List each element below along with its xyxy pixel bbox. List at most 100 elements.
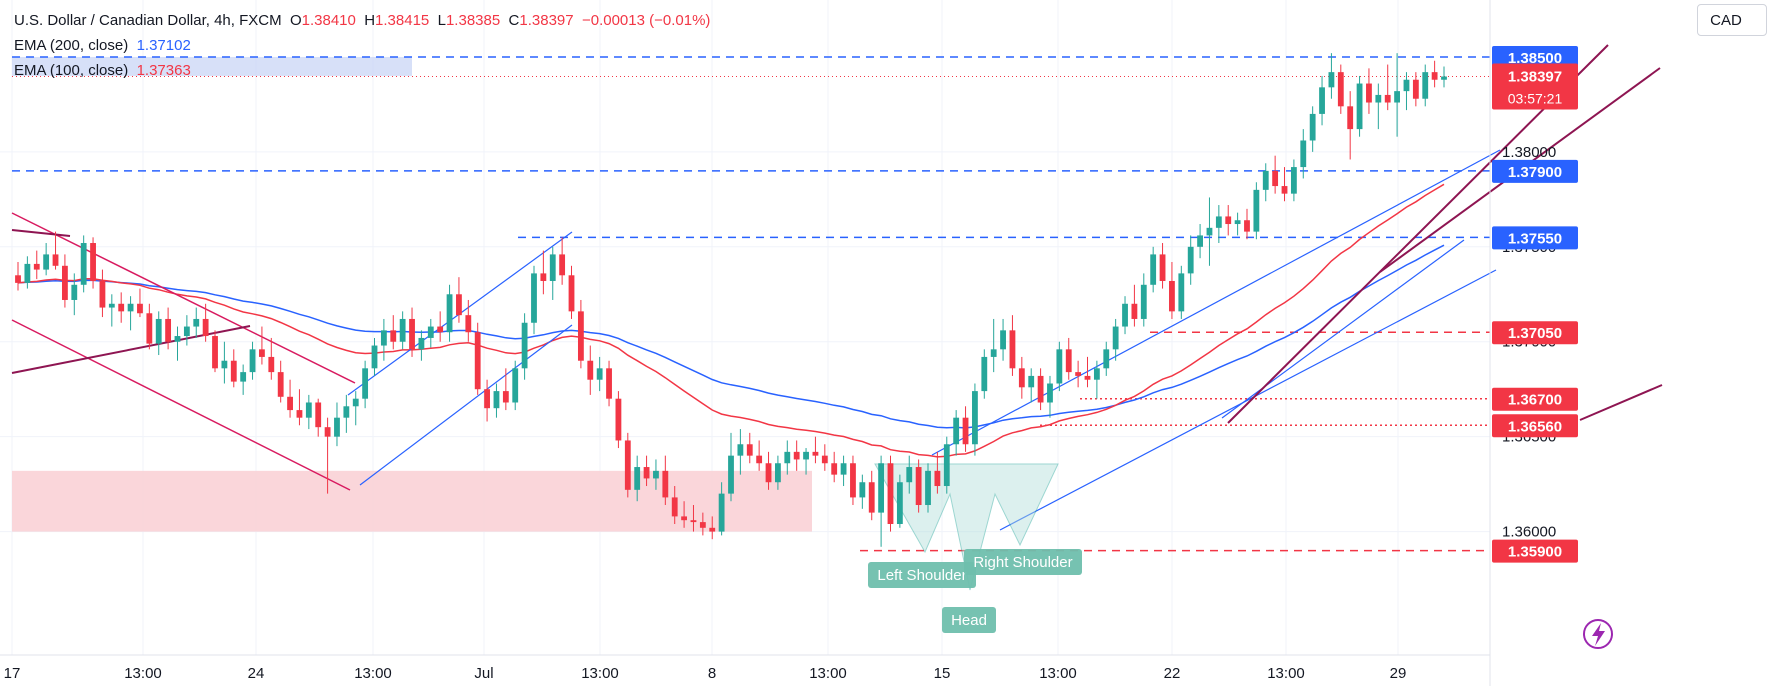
candle [362,360,369,409]
candle [1065,337,1072,380]
candle [155,311,162,356]
candle [1309,106,1316,152]
candle [1412,72,1419,107]
legend-ema200-label: EMA (200, close) [14,37,129,54]
candle [896,474,903,528]
x-tick-label: 29 [1390,665,1407,682]
x-tick-label: 8 [708,665,716,682]
currency-button[interactable]: CAD [1697,4,1767,36]
candle [1037,368,1044,411]
candle-body [1244,220,1250,232]
candle-body [1178,273,1185,312]
candle [409,307,415,357]
candle [634,455,641,502]
candle-body [662,470,669,498]
candle [728,432,734,502]
candle-body [24,263,31,283]
x-tick-label: 24 [248,665,265,682]
candle [577,299,584,369]
chart-legend: U.S. Dollar / Canadian Dollar, 4h, FXCM … [14,8,710,83]
candle-body [1103,349,1110,369]
pattern-labels: Left Shoulder Right Shoulder Head [868,549,1613,649]
candle-body [240,372,247,382]
candle [868,470,875,521]
candle [568,265,575,319]
candle [1431,60,1438,88]
candle [793,440,800,471]
candle [371,337,378,376]
current-price-tag: 1.38397 [1508,69,1562,86]
candle-body [568,275,575,312]
candle-body [1018,368,1025,388]
candle-body [1403,79,1410,92]
trend-lines [11,44,1663,531]
candle-body [259,349,265,357]
level-tag-bg [1492,321,1578,345]
upper-channel-short [1221,239,1465,419]
candle-body [427,326,434,338]
candle [1018,356,1025,399]
candle [690,505,697,532]
candle [531,265,537,335]
candle-body [793,451,800,460]
candle [1140,273,1147,327]
candle [887,455,894,532]
candle [521,313,528,380]
candle [606,360,612,407]
legend-ema200-row[interactable]: EMA (200, close) 1.37102 [14,33,710,58]
candle-body [334,417,340,437]
candle-body [681,516,688,521]
candle [108,294,115,327]
candle [1122,296,1128,335]
candle-body [390,330,397,342]
candle-body [193,318,200,327]
time-axis: 17 13:00 24 13:00 Jul 13:00 8 13:00 15 13:00 22 13:… [0,654,1490,682]
descending-channel-lower [11,319,351,491]
candle [878,455,885,547]
candle [1422,64,1429,107]
candle [746,432,753,464]
candle-body [1075,372,1082,376]
candle-body [643,467,650,479]
candle-body [906,467,913,483]
candle-body [1140,284,1147,319]
legend-l-value: 1.38385 [445,12,501,29]
candle [1056,341,1063,392]
candle-body [1122,303,1128,327]
candle [699,512,706,536]
candle [1272,155,1279,194]
candle-body [1319,87,1325,114]
trend-line-left [11,325,251,374]
candle-body [774,463,781,483]
legend-ema100-row[interactable]: EMA (100, close) 1.37363 [14,58,710,83]
candle [230,349,237,388]
legend-c-value: 1.38397 [519,12,574,29]
candle-body [1093,368,1100,380]
candle [484,379,490,422]
x-tick-label: 13:00 [354,665,392,682]
candle-body [1037,375,1044,403]
candle-body [549,254,556,281]
candle-body [118,303,125,312]
x-tick-label: 13:00 [581,665,619,682]
candle-body [1009,330,1016,369]
candle [1290,159,1297,202]
candle [671,486,678,524]
candle [972,383,978,456]
candle [352,391,359,426]
candle [174,326,181,361]
candle-body [352,398,359,407]
candle [427,318,434,348]
level-tag: 1.38500 [1508,50,1562,67]
candle [1347,91,1354,160]
currency-label: CAD [1710,11,1742,29]
candle-body [634,467,641,490]
candle [305,394,312,430]
candle-body [409,318,415,350]
candle-body [821,455,828,464]
level-tag-bg [1492,414,1578,438]
candle-body [737,444,744,456]
candle [718,482,725,536]
